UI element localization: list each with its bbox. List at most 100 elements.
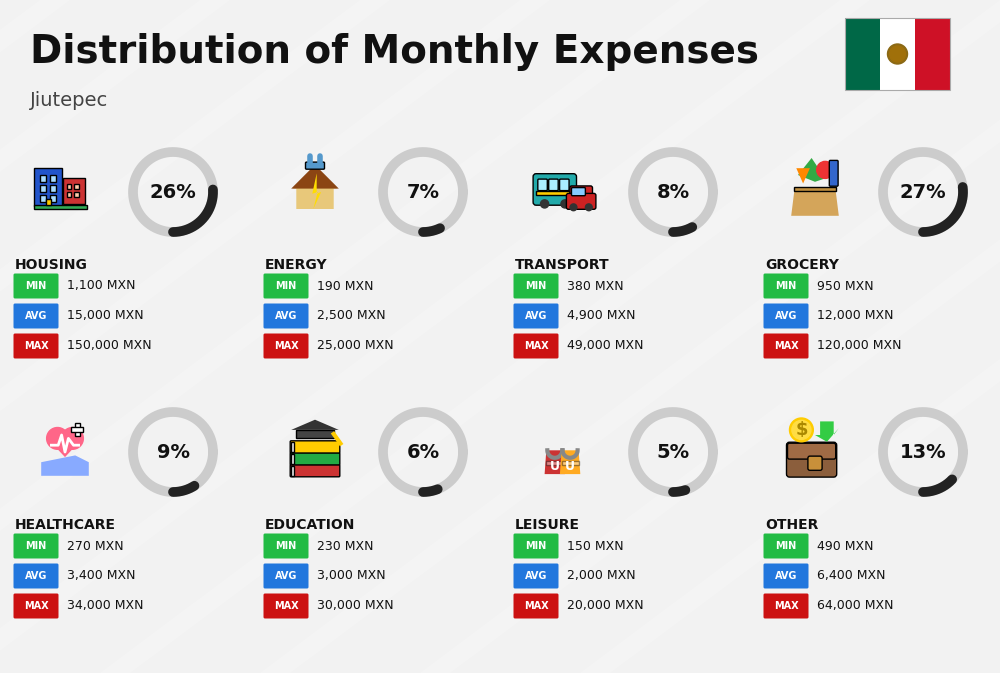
Text: AVG: AVG bbox=[25, 311, 47, 321]
FancyBboxPatch shape bbox=[514, 563, 558, 588]
Text: 5%: 5% bbox=[656, 443, 690, 462]
FancyBboxPatch shape bbox=[291, 454, 294, 464]
Polygon shape bbox=[0, 0, 230, 673]
FancyBboxPatch shape bbox=[514, 594, 558, 618]
Polygon shape bbox=[291, 165, 339, 188]
Text: 27%: 27% bbox=[900, 182, 946, 201]
FancyBboxPatch shape bbox=[264, 334, 308, 359]
Text: 3,000 MXN: 3,000 MXN bbox=[317, 569, 386, 583]
Text: AVG: AVG bbox=[775, 311, 797, 321]
FancyBboxPatch shape bbox=[296, 430, 334, 438]
FancyBboxPatch shape bbox=[291, 466, 294, 476]
FancyBboxPatch shape bbox=[50, 185, 56, 192]
FancyBboxPatch shape bbox=[514, 273, 558, 299]
Text: 15,000 MXN: 15,000 MXN bbox=[67, 310, 144, 322]
FancyBboxPatch shape bbox=[34, 168, 62, 205]
FancyBboxPatch shape bbox=[514, 304, 558, 328]
Text: MIN: MIN bbox=[775, 541, 797, 551]
Polygon shape bbox=[796, 168, 810, 184]
FancyBboxPatch shape bbox=[264, 563, 308, 588]
Polygon shape bbox=[560, 450, 580, 474]
Text: MAX: MAX bbox=[274, 601, 298, 611]
Polygon shape bbox=[545, 450, 565, 474]
Circle shape bbox=[561, 200, 569, 208]
Text: U: U bbox=[565, 460, 575, 472]
Text: 30,000 MXN: 30,000 MXN bbox=[317, 600, 394, 612]
FancyBboxPatch shape bbox=[571, 188, 585, 196]
Text: 120,000 MXN: 120,000 MXN bbox=[817, 339, 902, 353]
Text: HEALTHCARE: HEALTHCARE bbox=[15, 518, 116, 532]
Text: U: U bbox=[550, 460, 560, 472]
Circle shape bbox=[541, 200, 549, 208]
FancyBboxPatch shape bbox=[14, 304, 58, 328]
FancyBboxPatch shape bbox=[533, 174, 576, 205]
FancyBboxPatch shape bbox=[40, 185, 46, 192]
Polygon shape bbox=[0, 0, 870, 673]
FancyBboxPatch shape bbox=[794, 187, 836, 191]
FancyBboxPatch shape bbox=[71, 427, 83, 432]
Polygon shape bbox=[260, 0, 1000, 673]
Text: 3,400 MXN: 3,400 MXN bbox=[67, 569, 136, 583]
FancyBboxPatch shape bbox=[560, 179, 569, 190]
FancyBboxPatch shape bbox=[46, 199, 51, 205]
Text: 7%: 7% bbox=[406, 182, 440, 201]
Text: AVG: AVG bbox=[25, 571, 47, 581]
Text: 230 MXN: 230 MXN bbox=[317, 540, 374, 553]
FancyBboxPatch shape bbox=[562, 460, 579, 464]
FancyBboxPatch shape bbox=[788, 444, 836, 459]
Polygon shape bbox=[100, 0, 1000, 673]
Text: 20,000 MXN: 20,000 MXN bbox=[567, 600, 644, 612]
FancyBboxPatch shape bbox=[546, 460, 563, 464]
Text: AVG: AVG bbox=[525, 311, 547, 321]
FancyBboxPatch shape bbox=[764, 534, 808, 559]
Polygon shape bbox=[0, 0, 710, 673]
Polygon shape bbox=[48, 439, 82, 457]
Text: MIN: MIN bbox=[25, 281, 47, 291]
Text: MIN: MIN bbox=[275, 541, 297, 551]
FancyBboxPatch shape bbox=[291, 441, 294, 452]
FancyBboxPatch shape bbox=[764, 563, 808, 588]
Polygon shape bbox=[0, 0, 70, 673]
Text: 4,900 MXN: 4,900 MXN bbox=[567, 310, 636, 322]
Text: 950 MXN: 950 MXN bbox=[817, 279, 874, 293]
Polygon shape bbox=[0, 0, 550, 673]
Text: 2,500 MXN: 2,500 MXN bbox=[317, 310, 386, 322]
FancyBboxPatch shape bbox=[75, 423, 80, 436]
Text: 190 MXN: 190 MXN bbox=[317, 279, 374, 293]
Text: LEISURE: LEISURE bbox=[515, 518, 580, 532]
FancyBboxPatch shape bbox=[845, 18, 880, 90]
Circle shape bbox=[792, 421, 811, 439]
Polygon shape bbox=[293, 168, 337, 209]
FancyBboxPatch shape bbox=[808, 456, 822, 470]
Text: MAX: MAX bbox=[774, 341, 798, 351]
Circle shape bbox=[790, 418, 813, 441]
FancyBboxPatch shape bbox=[40, 175, 46, 182]
Text: MAX: MAX bbox=[24, 601, 48, 611]
Text: 12,000 MXN: 12,000 MXN bbox=[817, 310, 894, 322]
FancyBboxPatch shape bbox=[290, 453, 340, 465]
Text: MIN: MIN bbox=[525, 281, 547, 291]
Circle shape bbox=[888, 44, 908, 64]
Text: 150,000 MXN: 150,000 MXN bbox=[67, 339, 152, 353]
Text: HOUSING: HOUSING bbox=[15, 258, 88, 272]
FancyBboxPatch shape bbox=[67, 184, 71, 189]
FancyBboxPatch shape bbox=[264, 594, 308, 618]
FancyBboxPatch shape bbox=[264, 304, 308, 328]
FancyBboxPatch shape bbox=[566, 193, 596, 209]
Polygon shape bbox=[312, 174, 321, 209]
FancyBboxPatch shape bbox=[306, 162, 324, 169]
Circle shape bbox=[817, 162, 834, 178]
FancyBboxPatch shape bbox=[786, 442, 837, 477]
FancyBboxPatch shape bbox=[290, 464, 340, 476]
Circle shape bbox=[890, 46, 906, 62]
Text: ENERGY: ENERGY bbox=[265, 258, 328, 272]
FancyBboxPatch shape bbox=[50, 175, 56, 182]
FancyBboxPatch shape bbox=[74, 192, 79, 197]
Text: AVG: AVG bbox=[525, 571, 547, 581]
Text: $: $ bbox=[795, 421, 808, 439]
Polygon shape bbox=[0, 0, 390, 673]
FancyBboxPatch shape bbox=[764, 304, 808, 328]
FancyBboxPatch shape bbox=[514, 334, 558, 359]
FancyBboxPatch shape bbox=[764, 273, 808, 299]
FancyBboxPatch shape bbox=[14, 594, 58, 618]
